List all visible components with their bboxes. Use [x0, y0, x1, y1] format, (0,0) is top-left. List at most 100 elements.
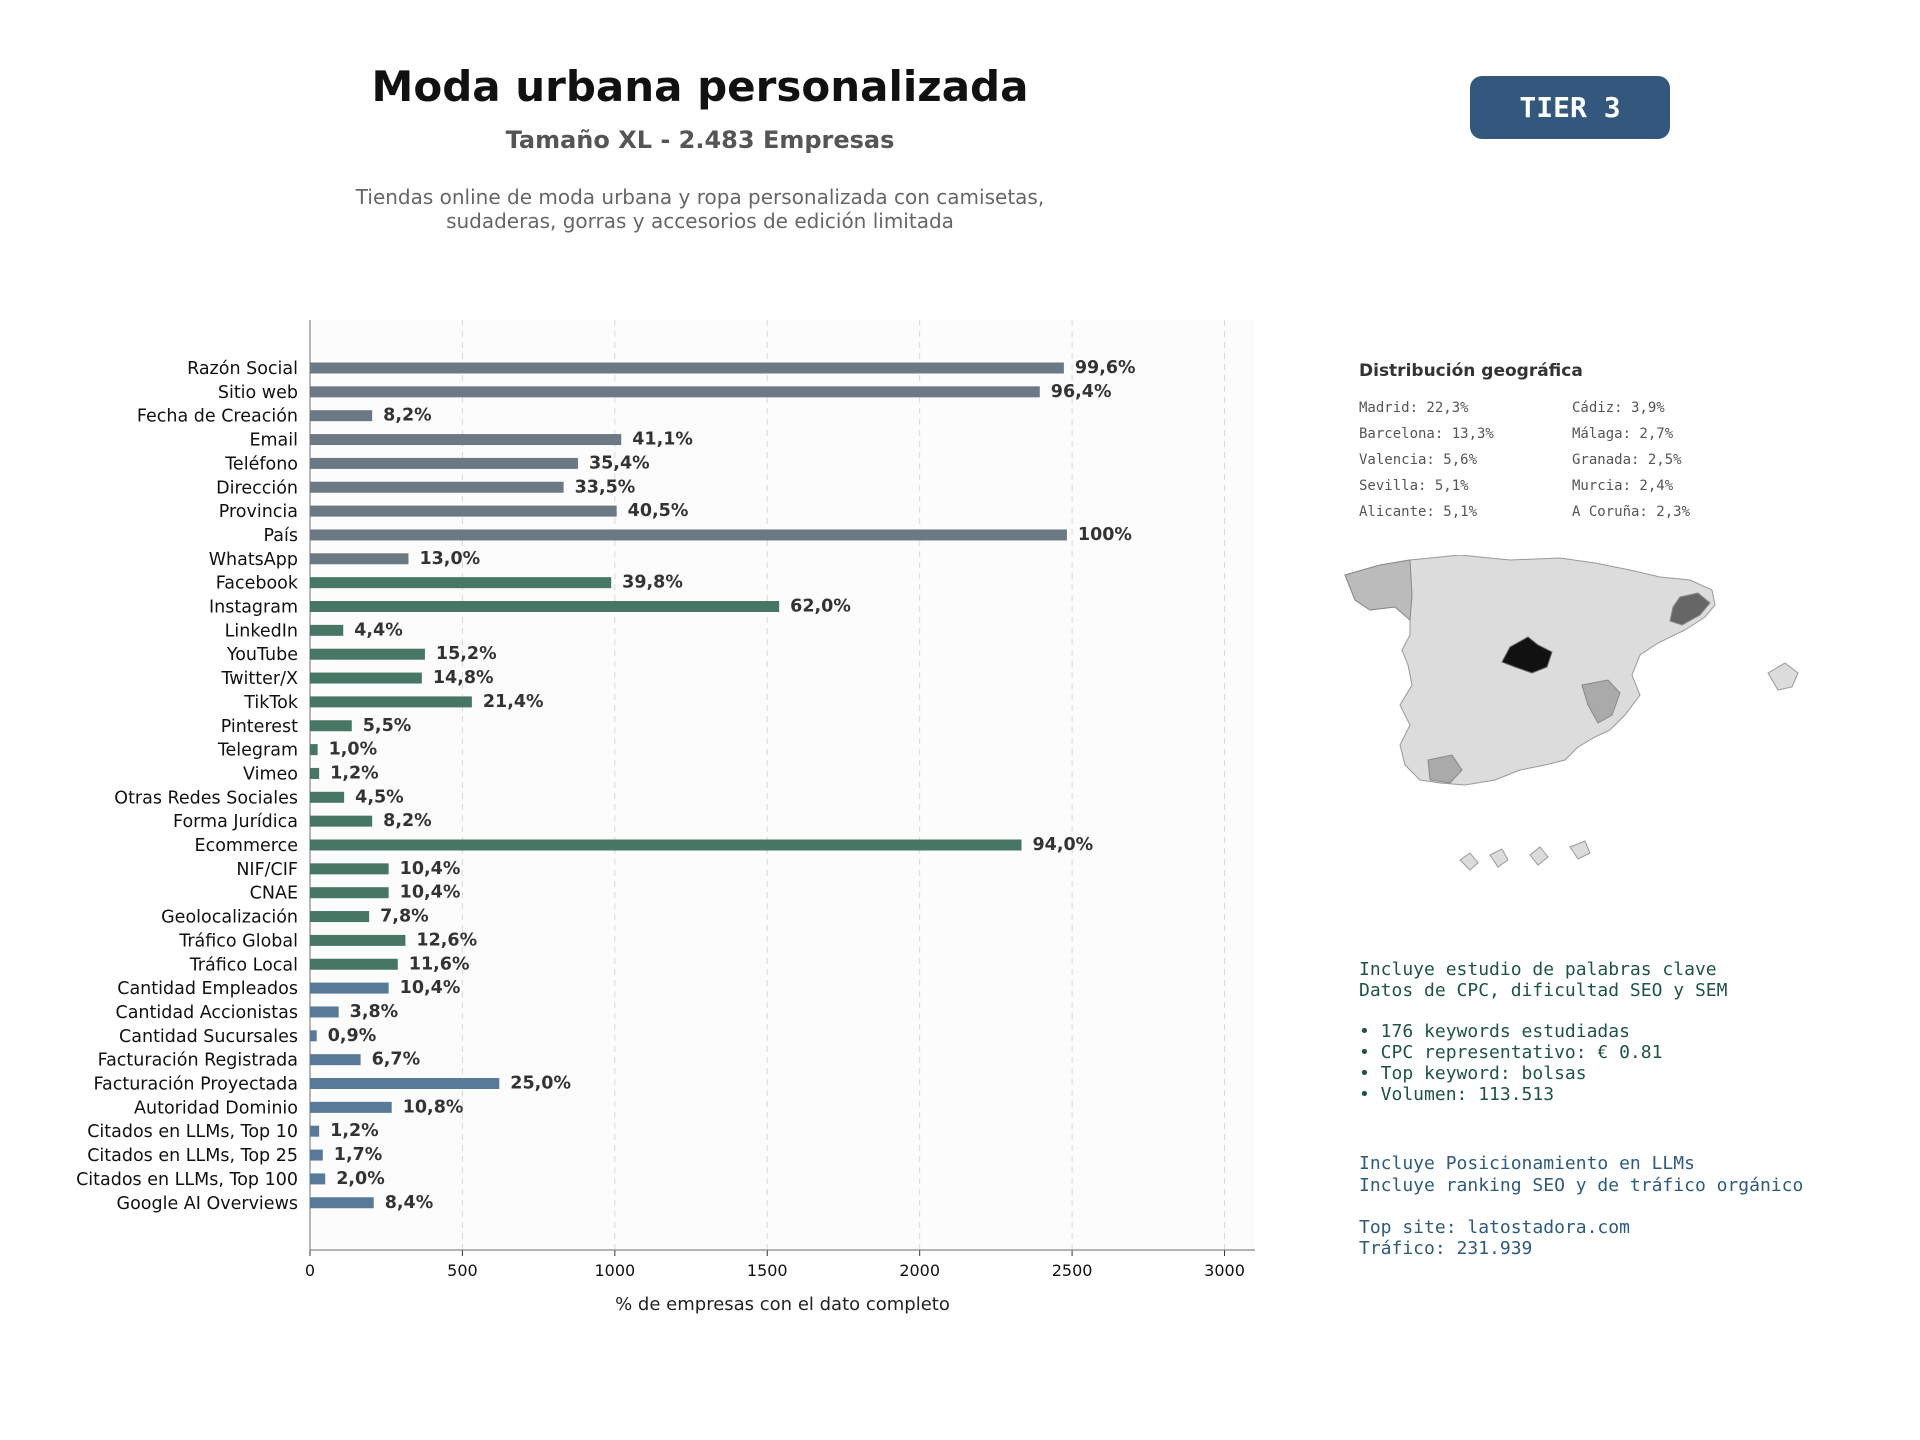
category-label: Ecommerce: [195, 836, 298, 856]
category-label: Facebook: [216, 574, 299, 594]
map-madrid: [1501, 636, 1553, 674]
map-barcelona: [1669, 592, 1711, 626]
page-subtitle: Tamaño XL - 2.483 Empresas: [505, 126, 895, 154]
x-tick-label: 0: [305, 1261, 315, 1280]
bar: [310, 720, 352, 732]
data-label: 13,0%: [419, 549, 480, 569]
category-label: Vimeo: [243, 764, 298, 784]
bar: [310, 434, 622, 446]
geo-item: Alicante: 5,1%: [1359, 504, 1478, 520]
bar: [310, 1125, 320, 1137]
category-label: Facturación Proyectada: [94, 1075, 298, 1095]
category-label: Cantidad Empleados: [117, 979, 298, 999]
category-label: Provincia: [219, 502, 298, 522]
data-label: 96,4%: [1051, 382, 1112, 402]
bar: [310, 529, 1067, 541]
category-label: YouTube: [226, 645, 298, 665]
category-label: Sitio web: [218, 383, 298, 403]
bar: [310, 791, 345, 803]
bar: [310, 481, 564, 493]
keyword-bullet-2: • CPC representativo: € 0.81: [1359, 1042, 1663, 1063]
data-label: 41,1%: [632, 430, 693, 450]
geo-item: Barcelona: 13,3%: [1359, 426, 1494, 442]
category-label: Tráfico Global: [178, 931, 298, 951]
data-label: 35,4%: [589, 453, 650, 473]
bar: [310, 887, 389, 899]
map-valencia: [1581, 679, 1621, 724]
map-sevilla: [1427, 754, 1463, 784]
category-label: Cantidad Sucursales: [119, 1027, 298, 1047]
tier-badge: TIER 3: [1470, 76, 1670, 139]
llm-line-1: Incluye Posicionamiento en LLMs: [1359, 1153, 1695, 1174]
geo-item: A Coruña: 2,3%: [1572, 504, 1691, 520]
data-label: 10,8%: [403, 1097, 464, 1117]
data-label: 10,4%: [400, 883, 461, 903]
category-label: CNAE: [250, 884, 298, 904]
geo-item: Madrid: 22,3%: [1359, 400, 1469, 416]
data-label: 14,8%: [433, 668, 494, 688]
plot-area: [310, 320, 1255, 1250]
data-label: 4,5%: [355, 787, 404, 807]
category-label: Otras Redes Sociales: [114, 788, 298, 808]
keyword-bullet-3: • Top keyword: bolsas: [1359, 1063, 1587, 1084]
category-label: Telegram: [217, 741, 298, 761]
geo-title: Distribución geográfica: [1359, 361, 1583, 381]
data-label: 12,6%: [416, 930, 477, 950]
data-label: 3,8%: [350, 1002, 399, 1022]
data-label: 1,7%: [334, 1145, 383, 1165]
geo-item: Murcia: 2,4%: [1572, 478, 1674, 494]
bar: [310, 958, 398, 970]
top-site: Top site: latostadora.com: [1359, 1217, 1630, 1238]
data-label: 1,2%: [330, 1121, 379, 1141]
data-label: 8,4%: [385, 1193, 434, 1213]
keyword-line-2: Datos de CPC, dificultad SEO y SEM: [1359, 980, 1728, 1001]
bar: [310, 577, 612, 589]
category-label: Razón Social: [187, 359, 298, 379]
description-line-1: Tiendas online de moda urbana y ropa per…: [355, 185, 1045, 209]
bar: [310, 624, 344, 636]
category-label: Geolocalización: [161, 908, 298, 928]
data-label: 1,2%: [330, 763, 379, 783]
map-balearic: [1767, 662, 1799, 691]
category-label: Twitter/X: [220, 669, 298, 689]
geo-item: Sevilla: 5,1%: [1359, 478, 1469, 494]
data-label: 7,8%: [380, 907, 429, 927]
bar: [310, 839, 1022, 851]
x-tick-label: 500: [447, 1261, 478, 1280]
bar: [310, 744, 318, 756]
x-tick-label: 1000: [594, 1261, 635, 1280]
data-label: 25,0%: [510, 1074, 571, 1094]
x-tick-label: 1500: [747, 1261, 788, 1280]
category-label: WhatsApp: [209, 550, 298, 570]
category-label: NIF/CIF: [236, 860, 298, 880]
category-label: Cantidad Accionistas: [115, 1003, 298, 1023]
data-label: 8,2%: [383, 406, 432, 426]
category-label: Pinterest: [221, 717, 298, 737]
category-label: Citados en LLMs, Top 25: [87, 1146, 298, 1166]
description-line-2: sudaderas, gorras y accesorios de edició…: [446, 209, 954, 233]
category-label: Facturación Registrada: [98, 1051, 298, 1071]
bar: [310, 696, 472, 708]
bar: [310, 863, 389, 875]
category-label: Google AI Overviews: [117, 1194, 298, 1214]
x-tick-label: 2500: [1052, 1261, 1093, 1280]
category-label: Dirección: [216, 478, 298, 498]
bar: [310, 1078, 500, 1089]
bar: [310, 815, 373, 827]
geo-item: Cádiz: 3,9%: [1572, 400, 1665, 416]
bar: [310, 1101, 392, 1113]
category-label: Instagram: [209, 598, 298, 618]
bar: [310, 410, 373, 422]
keyword-bullet-1: • 176 keywords estudiadas: [1359, 1021, 1630, 1042]
data-label: 11,6%: [409, 954, 470, 974]
bar: [310, 362, 1064, 374]
geo-item: Málaga: 2,7%: [1572, 426, 1674, 442]
bar: [310, 601, 780, 612]
map-galicia: [1344, 559, 1413, 622]
category-label: Citados en LLMs, Top 100: [76, 1170, 298, 1190]
data-label: 4,4%: [354, 620, 403, 640]
data-label: 62,0%: [790, 597, 851, 617]
data-label: 5,5%: [363, 716, 412, 736]
bar: [310, 934, 406, 946]
bar: [310, 1173, 326, 1185]
